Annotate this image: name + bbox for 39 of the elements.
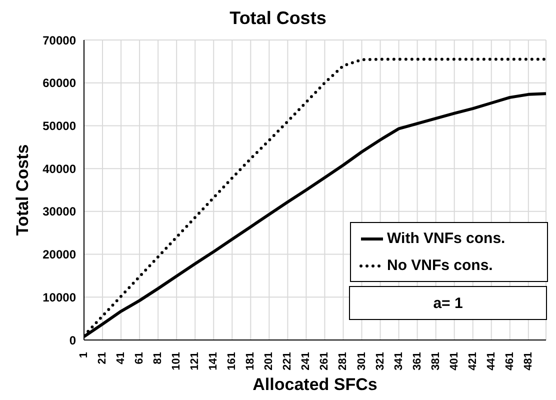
y-tick-label: 50000 [42, 118, 76, 133]
x-tick-label: 361 [411, 352, 424, 370]
y-tick-label: 20000 [42, 248, 76, 262]
x-tick-label: 441 [485, 352, 498, 370]
x-tick-label: 421 [466, 352, 479, 370]
x-tick-label: 61 [134, 352, 146, 364]
x-tick-label: 161 [226, 352, 238, 370]
y-axis-title: Total Costs [13, 144, 32, 236]
chart-title: Total Costs [228, 8, 328, 29]
y-tick-label: 30000 [42, 204, 76, 219]
x-tick-label: 101 [170, 352, 183, 370]
x-axis-title: Allocated SFCs [252, 375, 378, 394]
legend-label: With VNFs cons. [387, 230, 506, 247]
x-tick-label: 401 [448, 352, 460, 370]
x-tick-label: 21 [96, 352, 109, 364]
note-box: a= 1 [349, 286, 547, 320]
x-tick-label: 281 [337, 352, 350, 370]
x-tick-label: 201 [263, 352, 276, 370]
x-tick-label: 1 [78, 352, 90, 358]
x-tick-label: 461 [504, 352, 516, 370]
x-tick-label: 41 [115, 352, 128, 364]
x-tick-label: 381 [430, 352, 442, 370]
y-tick-label: 40000 [42, 162, 76, 176]
y-tick-label: 60000 [42, 76, 76, 90]
x-tick-label: 121 [189, 352, 202, 370]
x-tick-label: 241 [300, 352, 312, 370]
x-tick-label: 301 [356, 352, 368, 370]
x-tick-label: 221 [282, 352, 294, 370]
x-tick-label: 481 [522, 352, 534, 370]
x-tick-label: 141 [208, 352, 220, 370]
y-tick-label: 70000 [42, 33, 76, 48]
x-tick-label: 181 [244, 352, 257, 370]
y-tick-label: 10000 [42, 290, 76, 304]
x-tick-label: 321 [374, 352, 386, 370]
x-tick-label: 341 [392, 352, 405, 370]
x-tick-label: 81 [152, 352, 164, 364]
y-tick-label: 0 [69, 333, 76, 348]
legend-label: No VNFs cons. [387, 257, 493, 274]
x-tick-label: 261 [318, 352, 331, 370]
